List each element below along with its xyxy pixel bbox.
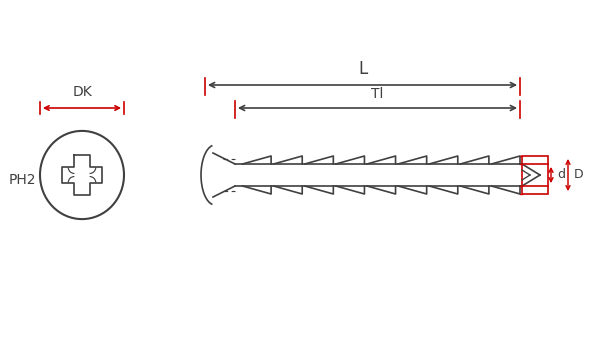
- Bar: [522, 156, 548, 194]
- Text: Tl: Tl: [371, 87, 383, 101]
- Text: D: D: [574, 168, 584, 181]
- Text: PH2: PH2: [8, 173, 36, 187]
- Text: DK: DK: [72, 85, 92, 99]
- Text: d: d: [557, 168, 565, 181]
- Text: L: L: [358, 60, 367, 78]
